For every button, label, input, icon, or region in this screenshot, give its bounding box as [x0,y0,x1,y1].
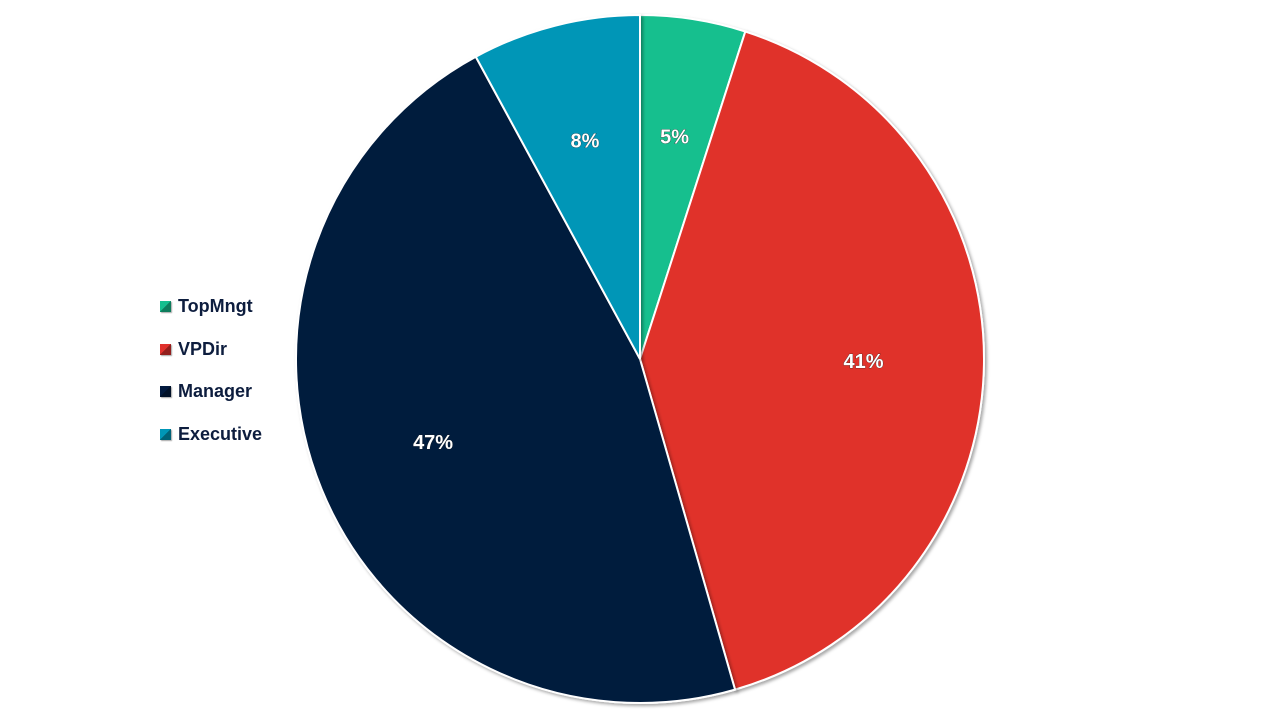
legend: TopMngt VPDir Manager Executive [160,296,300,467]
pie-slice-manager[interactable] [295,55,737,704]
pie-slices [295,13,985,704]
legend-label: VPDir [178,338,228,359]
legend-item-executive[interactable]: Executive [160,424,300,445]
legend-label: TopMngt [178,296,253,316]
legend-item-topmngt[interactable]: TopMngt [160,296,300,317]
legend-item-vpdir[interactable]: VPDir [160,339,300,360]
legend-label: Executive [178,424,263,445]
pie-slice-executive[interactable] [474,13,641,360]
pie-data-labels: 5% 41% 47% 8% [413,126,884,454]
legend-swatch-vpdir [160,343,171,355]
pie-slice-vpdir[interactable] [638,30,985,691]
legend-swatch-executive [160,429,171,441]
legend-swatch-manager [160,386,171,398]
data-label-topmngt: 5% [660,126,689,148]
legend-item-manager[interactable]: Manager [160,381,300,402]
legend-label: Manager [178,381,253,402]
data-label-manager: 47% [413,432,453,454]
data-label-vpdir: 41% [844,351,884,373]
data-label-executive: 8% [570,131,599,153]
legend-swatch-topmngt [160,301,171,312]
